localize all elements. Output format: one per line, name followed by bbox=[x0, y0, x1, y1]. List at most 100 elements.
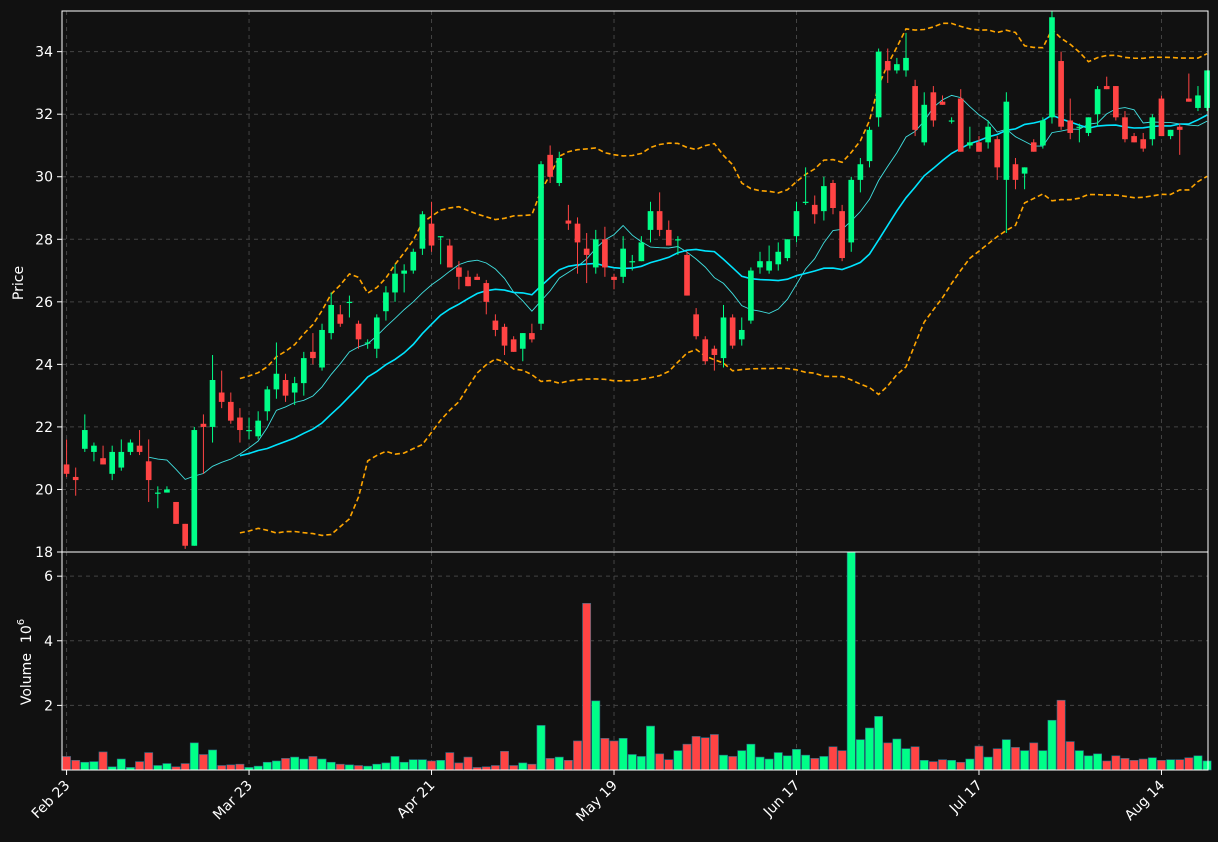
candle-body bbox=[1186, 98, 1192, 102]
candle-body bbox=[401, 270, 407, 274]
volume-bar bbox=[855, 739, 865, 771]
candle-body bbox=[976, 142, 982, 152]
price-tick-label: 22 bbox=[35, 420, 53, 436]
candle-body bbox=[100, 458, 106, 465]
volume-bar bbox=[828, 746, 838, 771]
candle-body bbox=[191, 430, 198, 546]
price-tick-label: 28 bbox=[35, 232, 53, 248]
volume-bar bbox=[363, 765, 373, 771]
candle-body bbox=[246, 430, 252, 432]
candle-body bbox=[894, 64, 900, 71]
panel-frames bbox=[61, 10, 1209, 771]
candle-body bbox=[81, 430, 88, 449]
candle-body bbox=[547, 154, 553, 177]
candle-body bbox=[985, 126, 991, 143]
candle-body bbox=[63, 464, 70, 474]
volume-bar bbox=[709, 734, 719, 771]
volume-bar bbox=[527, 763, 537, 771]
candle-body bbox=[957, 98, 964, 152]
volume-bar bbox=[1193, 755, 1203, 771]
candle-body bbox=[875, 51, 882, 118]
volume-bar bbox=[700, 737, 710, 771]
candle-body bbox=[1049, 17, 1055, 118]
candle-body bbox=[1176, 126, 1183, 130]
price-tick-label: 24 bbox=[35, 357, 53, 373]
volume-bar bbox=[591, 700, 601, 771]
volume-bar bbox=[846, 551, 856, 771]
candle-body bbox=[282, 380, 289, 396]
candle-body bbox=[912, 86, 918, 130]
price-tick-label: 32 bbox=[35, 107, 53, 123]
volume-bar bbox=[819, 756, 829, 771]
volume-bar bbox=[801, 754, 811, 771]
volume-bar bbox=[773, 752, 783, 771]
candle-body bbox=[118, 451, 125, 468]
candle-body bbox=[1030, 142, 1037, 152]
volume-bar bbox=[281, 758, 290, 771]
candle-body bbox=[538, 164, 544, 324]
candle-body bbox=[656, 211, 663, 230]
volume-bar bbox=[618, 738, 628, 771]
candle-body bbox=[237, 417, 243, 431]
volume-bar bbox=[463, 756, 473, 771]
candle-body bbox=[136, 445, 143, 452]
volume-bar bbox=[1184, 757, 1194, 771]
candle-body bbox=[729, 317, 736, 346]
volume-bar bbox=[536, 725, 546, 771]
volume-bar bbox=[153, 765, 163, 771]
candle-body bbox=[474, 276, 480, 280]
volume-bar bbox=[1093, 753, 1103, 771]
volume-bar bbox=[655, 753, 665, 771]
candle-body bbox=[793, 211, 800, 237]
candle-body bbox=[1113, 86, 1119, 118]
volume-bar bbox=[1065, 741, 1075, 771]
candle-body bbox=[1167, 129, 1174, 137]
candle-body bbox=[738, 329, 745, 340]
candle-body bbox=[1204, 70, 1210, 108]
volume-bar bbox=[609, 740, 619, 771]
candle-body bbox=[766, 261, 772, 271]
volume-bar bbox=[62, 756, 71, 771]
candle-body bbox=[1003, 101, 1010, 180]
bollinger-lower bbox=[239, 175, 1208, 537]
volume-bar bbox=[1202, 760, 1212, 771]
volume-bar bbox=[226, 764, 236, 771]
volume-bar bbox=[910, 746, 920, 771]
volume-axis-title: Volume bbox=[19, 653, 35, 705]
volume-bar bbox=[189, 742, 199, 771]
volume-bar bbox=[837, 750, 847, 771]
candle-body bbox=[465, 276, 471, 287]
volume-bar bbox=[646, 725, 655, 771]
candle-body bbox=[556, 157, 563, 183]
candle-body bbox=[1076, 126, 1083, 128]
candle-body bbox=[1040, 120, 1046, 146]
volume-bar bbox=[253, 765, 263, 771]
candle-body bbox=[857, 164, 864, 180]
candle-body bbox=[629, 261, 636, 263]
volume-bar bbox=[272, 760, 281, 771]
candle-body bbox=[264, 389, 271, 412]
candle-body bbox=[209, 380, 216, 427]
volume-bar bbox=[874, 716, 884, 771]
candle-body bbox=[830, 182, 836, 209]
volume-bar bbox=[199, 754, 208, 771]
candle-body bbox=[921, 104, 928, 143]
volume-bar bbox=[454, 762, 464, 771]
volume-bar bbox=[1038, 750, 1048, 771]
volume-bar bbox=[317, 758, 327, 771]
volume-bar bbox=[810, 758, 820, 771]
volume-bar bbox=[563, 760, 573, 771]
volume-bar bbox=[335, 763, 345, 771]
candle-body bbox=[519, 333, 526, 349]
candle-body bbox=[72, 476, 79, 481]
candle-body bbox=[693, 314, 699, 337]
volume-bar bbox=[901, 748, 911, 771]
volume-bar bbox=[354, 765, 363, 771]
volume-bar bbox=[792, 749, 801, 771]
volume-bar bbox=[408, 759, 418, 771]
candle-body bbox=[300, 358, 307, 384]
volume-bar bbox=[1084, 755, 1093, 771]
candle-body bbox=[665, 229, 672, 246]
candle-body bbox=[647, 211, 654, 230]
volume-bar bbox=[235, 763, 245, 771]
